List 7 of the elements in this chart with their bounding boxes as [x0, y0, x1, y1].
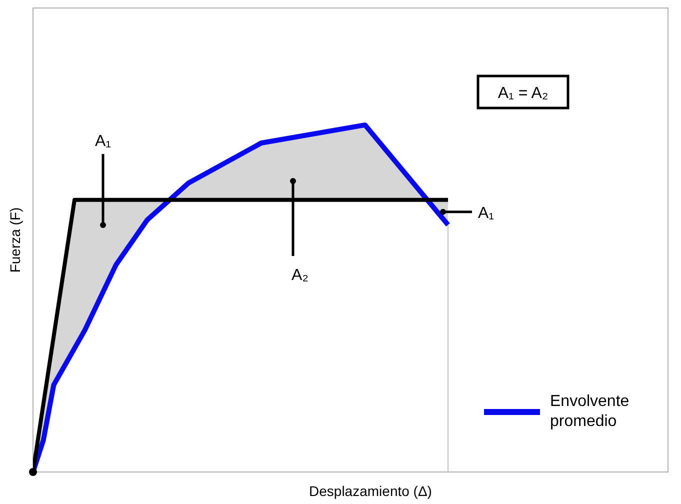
- y-axis-title: Fuerza (F): [7, 207, 23, 273]
- legend-label: Envolvente promedio: [550, 392, 630, 432]
- text: A₁: [478, 204, 494, 222]
- annotation: A₂: [292, 267, 308, 284]
- text: A₁ = A₂: [498, 85, 548, 102]
- annotation: A₁: [94, 133, 112, 150]
- x-axis-title: Desplazamiento (Δ): [309, 483, 432, 499]
